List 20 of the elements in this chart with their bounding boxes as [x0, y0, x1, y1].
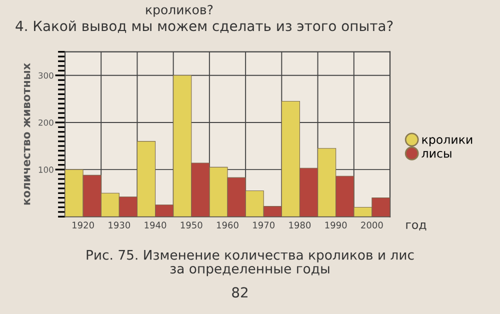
y-tick-label: 200: [38, 119, 54, 126]
text: Рис. 75. Изменение количества кроликов и лис за определенные годы: [86, 250, 414, 276]
text: кроликов?: [146, 4, 213, 17]
x-tick-label: 1980: [289, 222, 311, 229]
x-tick-label: 2000: [361, 222, 383, 229]
y-tick-label: 300: [38, 72, 54, 79]
x-tick-label: 1940: [144, 222, 166, 229]
text: 82: [232, 287, 248, 298]
x-tick-label: 1960: [217, 222, 238, 229]
x-tick-label: 1950: [180, 222, 202, 229]
legend-label: лисы: [422, 150, 452, 158]
legend-label: кролики: [422, 137, 472, 146]
y-axis-title: количество животных: [24, 63, 30, 205]
x-tick-label: 1970: [253, 222, 274, 229]
text: 4. Какой вывод мы можем сделать из этого опыта?: [16, 20, 393, 33]
x-axis-title: год: [406, 222, 426, 231]
y-tick-label: 100: [38, 166, 54, 173]
x-tick-label: 1930: [108, 222, 130, 229]
x-tick-label: 1920: [72, 222, 94, 229]
x-tick-label: 1990: [325, 222, 347, 229]
